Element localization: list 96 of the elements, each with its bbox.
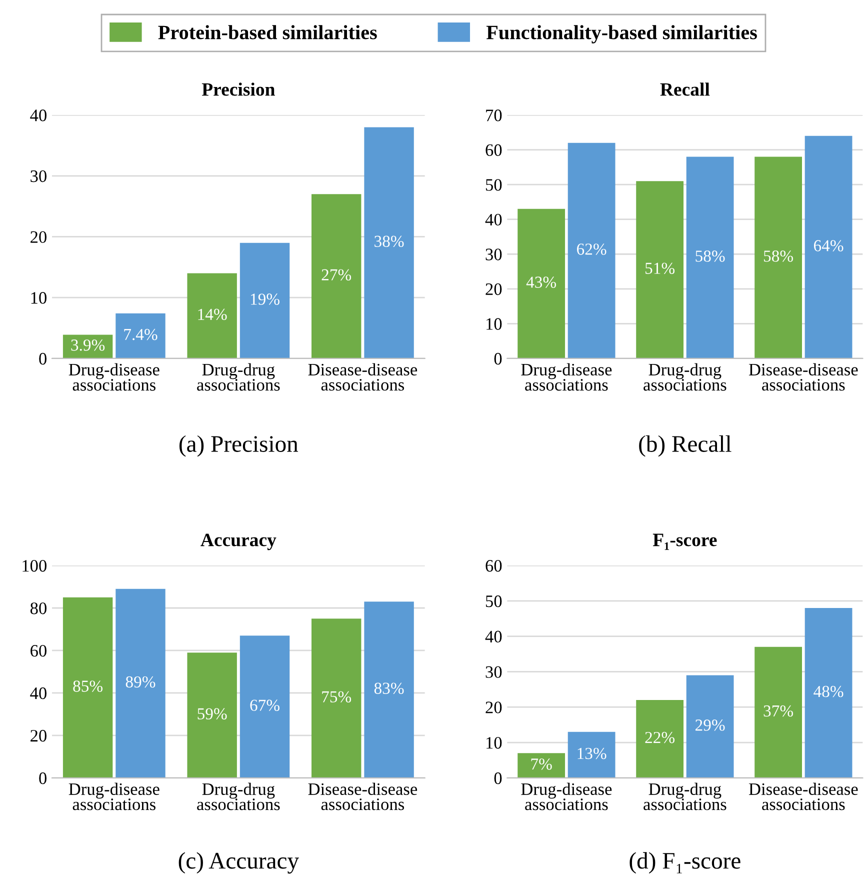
bar bbox=[804, 136, 852, 358]
x-tick-label: Disease-disease associations bbox=[748, 782, 858, 810]
data-label: 58% bbox=[696, 250, 725, 262]
legend-label: Functionality-based similarities bbox=[486, 25, 757, 44]
bar bbox=[518, 208, 566, 358]
data-label: 67% bbox=[250, 700, 280, 711]
bar bbox=[187, 652, 237, 778]
x-tick-label: Drug-drug associations bbox=[197, 363, 280, 391]
data-label: 37% bbox=[764, 705, 794, 717]
bar bbox=[636, 181, 684, 358]
y-tick-label: 30 bbox=[486, 248, 502, 260]
x-tick-label: Disease-disease associations bbox=[308, 363, 418, 391]
x-tick-label: Drug-disease associations bbox=[68, 363, 160, 391]
bar bbox=[116, 313, 166, 358]
data-label: 14% bbox=[198, 308, 227, 320]
data-label: 85% bbox=[73, 680, 103, 692]
y-tick-label: 40 bbox=[30, 110, 46, 122]
data-label: 29% bbox=[696, 720, 725, 731]
y-tick-label: 0 bbox=[39, 772, 46, 784]
x-tick-label: Drug-drug associations bbox=[197, 782, 280, 810]
x-tick-label: Drug-disease associations bbox=[521, 363, 612, 391]
y-tick-label: 40 bbox=[485, 630, 502, 643]
y-tick-label: 60 bbox=[486, 144, 502, 156]
y-tick-label: 20 bbox=[486, 702, 502, 714]
bar bbox=[754, 646, 802, 778]
y-tick-label: 30 bbox=[486, 666, 502, 678]
y-tick-label: 60 bbox=[30, 644, 46, 657]
y-tick-label: 40 bbox=[30, 687, 46, 700]
data-label: 58% bbox=[764, 250, 794, 262]
y-tick-label: 0 bbox=[494, 352, 502, 365]
data-label: 75% bbox=[322, 691, 352, 702]
x-tick-label: Drug-drug associations bbox=[644, 363, 726, 391]
legend-label: Protein-based similarities bbox=[158, 25, 377, 40]
data-label: 64% bbox=[814, 240, 844, 252]
y-tick-label: 10 bbox=[486, 736, 502, 749]
data-label: 38% bbox=[374, 236, 404, 248]
chart-title: Recall bbox=[660, 82, 710, 96]
data-label: 48% bbox=[814, 686, 844, 698]
x-tick-label: Drug-drug associations bbox=[644, 782, 726, 810]
x-tick-label: Disease-disease associations bbox=[308, 782, 418, 810]
bar bbox=[311, 618, 362, 778]
y-tick-label: 50 bbox=[486, 179, 502, 191]
y-tick-label: 30 bbox=[30, 170, 46, 182]
bar bbox=[364, 602, 414, 778]
x-tick-label: Drug-disease associations bbox=[521, 782, 612, 810]
bar bbox=[518, 753, 566, 778]
text: (d) F₁-score bbox=[630, 852, 740, 874]
data-label: 59% bbox=[198, 708, 227, 720]
text: (a) Precision bbox=[179, 435, 298, 457]
text: (b) Recall bbox=[639, 435, 732, 457]
data-label: 51% bbox=[646, 262, 675, 274]
bar bbox=[62, 597, 113, 778]
y-tick-label: 40 bbox=[485, 214, 502, 226]
y-tick-label: 100 bbox=[22, 560, 46, 572]
data-label: 7.4% bbox=[124, 328, 158, 340]
bar bbox=[686, 675, 734, 778]
y-tick-label: 80 bbox=[30, 602, 46, 614]
y-tick-label: 60 bbox=[486, 560, 502, 572]
bar bbox=[240, 636, 290, 778]
bar bbox=[636, 700, 684, 778]
bar bbox=[568, 142, 616, 358]
bar bbox=[804, 608, 852, 778]
data-label: 13% bbox=[578, 748, 606, 760]
bar bbox=[240, 242, 290, 358]
bar bbox=[116, 588, 166, 778]
x-tick-label: Disease-disease associations bbox=[748, 363, 858, 391]
y-tick-label: 0 bbox=[39, 352, 46, 365]
data-label: 7% bbox=[531, 758, 552, 770]
data-label: 19% bbox=[250, 294, 280, 305]
data-label: 43% bbox=[526, 276, 556, 288]
data-label: 83% bbox=[374, 682, 404, 694]
y-tick-label: 20 bbox=[30, 231, 46, 243]
bar bbox=[754, 156, 802, 358]
data-label: 22% bbox=[645, 732, 675, 744]
y-tick-label: 20 bbox=[30, 730, 46, 742]
bar bbox=[62, 334, 113, 358]
data-label: 3.9% bbox=[71, 339, 105, 351]
chart-title: Precision bbox=[202, 82, 275, 96]
data-label: 27% bbox=[322, 269, 352, 281]
y-tick-label: 0 bbox=[494, 772, 502, 784]
data-label: 62% bbox=[577, 244, 606, 255]
bar bbox=[187, 273, 237, 358]
bar bbox=[364, 127, 414, 358]
y-tick-label: 10 bbox=[31, 292, 46, 304]
chart-title: Accuracy bbox=[200, 534, 276, 550]
bar bbox=[686, 156, 734, 358]
y-tick-label: 50 bbox=[486, 595, 502, 608]
bar bbox=[568, 732, 616, 778]
chart-title: F₁-score bbox=[652, 534, 717, 550]
y-tick-label: 20 bbox=[486, 283, 502, 296]
x-tick-label: Drug-disease associations bbox=[68, 782, 160, 810]
y-tick-label: 70 bbox=[486, 110, 502, 122]
data-label: 89% bbox=[126, 676, 156, 688]
bar bbox=[311, 194, 362, 358]
y-tick-label: 10 bbox=[486, 318, 502, 330]
text: (c) Accuracy bbox=[178, 852, 299, 874]
